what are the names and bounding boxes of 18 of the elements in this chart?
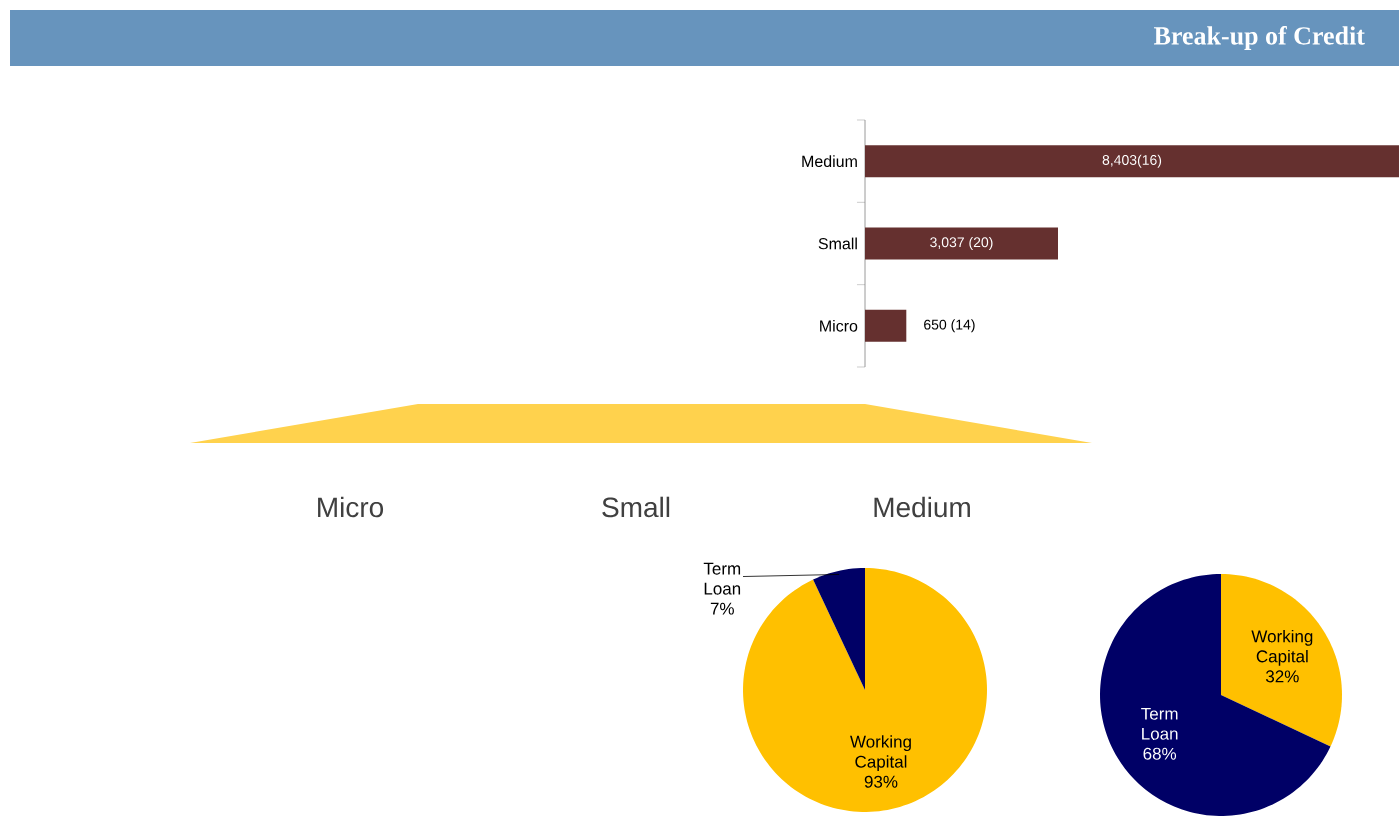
slice-label: Working Capital — [1251, 629, 1313, 666]
text: Medium — [874, 496, 970, 518]
text: Micro — [318, 496, 384, 518]
slice-label: Working Capital — [850, 735, 911, 772]
data-label: 32% — [1265, 670, 1299, 683]
data-label: 68% — [1143, 747, 1177, 760]
chart-title: Break-up of Credit — [1154, 26, 1365, 50]
text: Small — [602, 496, 670, 518]
data-label: 650 (14) — [924, 319, 975, 333]
y-tick-label: Medium — [802, 155, 857, 168]
y-tick-label: Micro — [820, 319, 858, 332]
data-label: 8,403(16) — [1102, 154, 1162, 168]
slice-label: Term Loan — [1141, 707, 1178, 740]
slice-label: Term Loan — [703, 562, 741, 595]
data-label: 7% — [710, 602, 734, 615]
y-tick-label: Small — [818, 237, 857, 250]
data-label: 3,037 (20) — [930, 236, 993, 250]
data-label: 93% — [864, 775, 898, 788]
